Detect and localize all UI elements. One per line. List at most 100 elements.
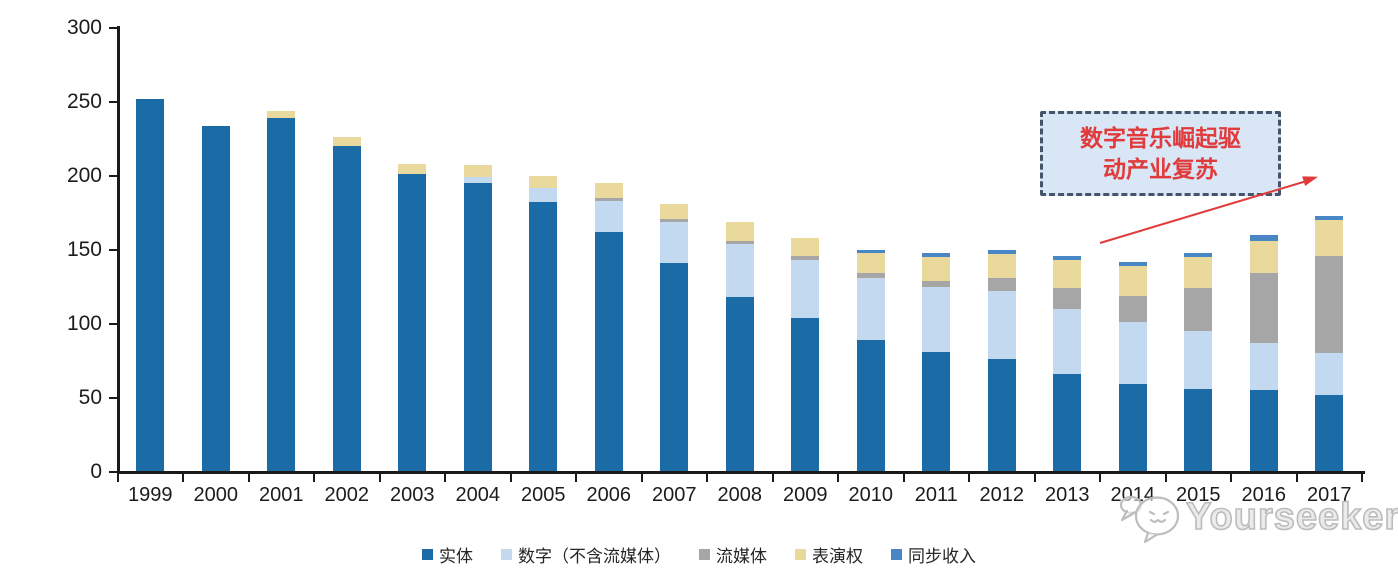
bar-segment [1118, 295, 1147, 323]
x-tick [116, 474, 119, 482]
bar-segment [725, 297, 754, 472]
y-tick [109, 322, 118, 325]
x-axis-label: 2010 [848, 484, 894, 506]
bar-segment [1053, 260, 1082, 289]
y-tick [109, 470, 118, 473]
bar-segment [856, 252, 885, 274]
watermark: Yourseeker [1118, 490, 1398, 544]
x-tick [640, 474, 643, 482]
bar-segment [1053, 255, 1082, 261]
legend-label: 数字（不含流媒体） [518, 547, 671, 566]
x-axis-label: 2002 [324, 484, 370, 506]
bar-segment [1249, 273, 1278, 343]
bar-segment [1118, 322, 1147, 385]
watermark-text: Yourseeker [1185, 495, 1398, 539]
bar-segment [1184, 257, 1213, 289]
y-axis-label: 200 [66, 163, 102, 187]
bar-segment [922, 257, 951, 281]
x-axis-label: 2008 [717, 484, 763, 506]
bar-segment [660, 263, 689, 472]
bar-segment [267, 110, 296, 119]
bar-segment [1053, 308, 1082, 374]
bar-segment [922, 252, 951, 258]
legend-label: 同步收入 [908, 547, 976, 566]
x-tick [575, 474, 577, 482]
bar-segment [1184, 252, 1213, 258]
legend-item: 数字（不含流媒体） [501, 542, 671, 567]
bar-segment [987, 291, 1016, 360]
bar-segment [267, 118, 296, 472]
x-tick [444, 474, 446, 482]
y-axis-label: 300 [66, 16, 102, 39]
bar-segment [856, 339, 885, 472]
x-axis-label: 2017 [1307, 484, 1352, 506]
x-tick [1361, 474, 1363, 482]
x-tick [1295, 474, 1298, 482]
x-tick [771, 474, 774, 482]
legend-label: 实体 [439, 547, 473, 566]
bar-segment [594, 200, 623, 232]
bar-segment [1315, 394, 1344, 472]
bar-segment [1118, 266, 1147, 296]
legend-label: 流媒体 [716, 547, 767, 566]
bar-segment [725, 221, 754, 241]
y-axis-line [117, 26, 120, 474]
bar-segment [987, 249, 1016, 255]
bar-segment [136, 98, 165, 472]
x-axis-label: 2000 [193, 484, 239, 506]
bar-segment [987, 254, 1016, 278]
bar-segment [1315, 353, 1344, 395]
x-axis-line [117, 471, 1365, 474]
bar-segment [594, 232, 623, 472]
bar-segment [791, 255, 820, 261]
legend-swatch-icon [891, 549, 902, 560]
bar-segment [594, 198, 623, 201]
x-axis-label: 2005 [521, 484, 566, 506]
x-tick [378, 474, 381, 482]
x-axis-label: 2013 [1045, 484, 1090, 506]
y-axis-label: 150 [66, 237, 102, 261]
x-tick [247, 474, 250, 482]
bar-segment [529, 175, 558, 188]
y-axis-label: 0 [90, 459, 102, 483]
x-axis-label: 2001 [259, 484, 304, 506]
bar-segment [1249, 342, 1278, 391]
x-axis-label: 2009 [783, 484, 828, 506]
bar-segment [1315, 255, 1344, 354]
bar-segment [398, 164, 427, 175]
y-axis-label: 50 [78, 385, 102, 409]
x-axis-label: 2007 [652, 484, 697, 506]
bar-segment [660, 218, 689, 222]
x-axis-label: 2003 [390, 484, 435, 506]
x-axis-label: 2015 [1176, 484, 1221, 506]
y-tick [109, 396, 118, 399]
bar-segment [529, 202, 558, 472]
bar-segment [332, 146, 361, 472]
x-axis-label: 1999 [128, 484, 173, 506]
bar-segment [791, 317, 820, 472]
bar-segment [1118, 384, 1147, 472]
x-tick [706, 474, 708, 482]
x-axis-label: 2012 [979, 484, 1025, 506]
x-axis-label: 2004 [455, 484, 501, 506]
bar-segment [1249, 234, 1278, 241]
bar-segment [332, 137, 361, 147]
x-axis-label: 2016 [1241, 484, 1287, 506]
bar-segment [922, 280, 951, 287]
bar-segment [791, 237, 820, 256]
bar-segment [1249, 240, 1278, 274]
bar-segment [856, 277, 885, 340]
bar-segment [463, 165, 492, 178]
yourseeker-logo-icon [1119, 495, 1180, 544]
bar-segment [201, 125, 230, 472]
legend-swatch-icon [795, 549, 806, 560]
x-tick [509, 474, 512, 482]
bar-segment [1053, 288, 1082, 309]
bar-segment [463, 177, 492, 184]
bar-segment [1053, 373, 1082, 472]
x-tick [902, 474, 905, 482]
legend-item: 流媒体 [699, 542, 767, 567]
legend-item: 表演权 [795, 542, 863, 567]
legend-item: 同步收入 [891, 542, 976, 567]
bar-segment [660, 221, 689, 264]
